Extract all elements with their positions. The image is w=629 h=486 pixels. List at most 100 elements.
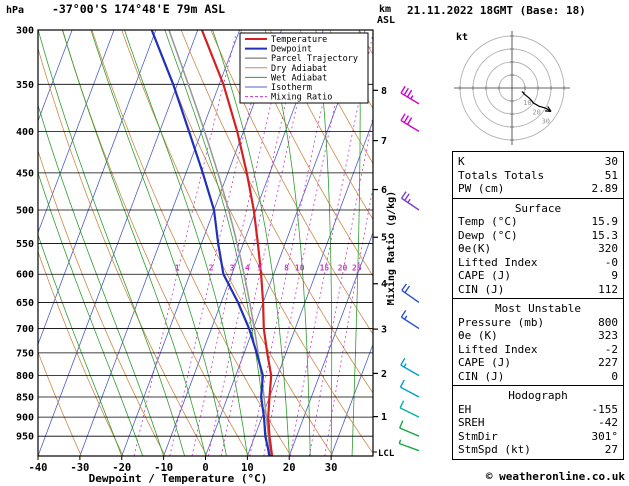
svg-text:350: 350 — [16, 80, 34, 91]
panel-section: K 30 Totals Totals 51 PW (cm) 2.89 — [452, 151, 624, 199]
svg-text:10: 10 — [523, 99, 531, 107]
index-label: SREH — [458, 416, 485, 429]
dewpoint-line — [150, 30, 271, 456]
svg-text:10: 10 — [295, 264, 305, 273]
index-label: StmSpd (kt) — [458, 443, 531, 456]
svg-text:-10: -10 — [154, 462, 173, 474]
wind-barb — [401, 283, 420, 304]
svg-text:2: 2 — [209, 264, 214, 273]
index-row: EH -155 — [458, 403, 618, 417]
svg-text:Dewpoint: Dewpoint — [271, 45, 312, 55]
svg-text:450: 450 — [16, 168, 34, 179]
index-value: -155 — [591, 402, 619, 416]
index-label: PW (cm) — [458, 182, 505, 195]
svg-text:0: 0 — [202, 462, 208, 474]
svg-text:8: 8 — [381, 86, 387, 97]
svg-text:900: 900 — [16, 413, 34, 424]
index-value: 323 — [598, 329, 618, 342]
index-value: 301° — [591, 429, 619, 443]
index-label: θe(K) — [458, 242, 492, 255]
index-row: PW (cm) 2.89 — [458, 182, 618, 196]
index-value: 320 — [598, 242, 618, 255]
index-label: CIN (J) — [458, 282, 505, 296]
svg-text:1: 1 — [381, 412, 387, 423]
wind-barb — [400, 85, 420, 105]
wind-barb — [400, 113, 420, 132]
dry-adiabats — [38, 30, 373, 456]
svg-text:8: 8 — [284, 264, 289, 273]
temperature-line — [200, 30, 274, 456]
profiles — [150, 30, 274, 456]
index-label: Lifted Index — [458, 255, 538, 269]
copyright: © weatheronline.co.uk — [485, 470, 625, 483]
datetime-label: 21.11.2022 18GMT (Base: 18) — [407, 4, 586, 17]
index-label: K — [458, 155, 465, 168]
svg-text:30: 30 — [542, 118, 550, 126]
svg-text:6: 6 — [381, 185, 387, 196]
wind-barb — [399, 400, 420, 418]
panel-section: Most Unstable Pressure (mb) 800 θe (K) 323 Li… — [452, 298, 624, 386]
pressure-unit-label: hPa — [6, 5, 24, 16]
svg-text:4: 4 — [245, 264, 250, 273]
svg-text:Temperature: Temperature — [271, 35, 327, 45]
svg-text:7: 7 — [381, 136, 387, 147]
index-label: Totals Totals — [458, 168, 545, 182]
svg-text:20: 20 — [283, 462, 296, 474]
svg-text:700: 700 — [16, 324, 34, 335]
index-row: Dewp (°C) 15.3 — [458, 229, 618, 243]
svg-text:800: 800 — [16, 371, 34, 382]
svg-text:500: 500 — [16, 205, 34, 216]
index-value: 800 — [598, 315, 618, 329]
wind-barb — [400, 310, 420, 330]
index-row: Temp (°C) 15.9 — [458, 215, 618, 229]
index-label: StmDir — [458, 429, 498, 443]
index-label: Temp (°C) — [458, 215, 518, 228]
lcl-label: LCL — [378, 449, 395, 459]
svg-text:2: 2 — [381, 369, 387, 380]
wind-barb — [398, 439, 420, 452]
svg-text:Dry Adiabat: Dry Adiabat — [271, 64, 327, 74]
index-row: θe(K) 320 — [458, 242, 618, 256]
svg-text:650: 650 — [16, 298, 34, 309]
wind-barb — [399, 420, 420, 437]
index-row: CIN (J) 112 — [458, 283, 618, 297]
section-header: Most Unstable — [494, 302, 582, 315]
mixing-ratio-lines — [133, 35, 373, 456]
index-label: Lifted Index — [458, 342, 538, 356]
index-label: θe (K) — [458, 329, 498, 342]
index-row: Totals Totals 51 — [458, 169, 618, 183]
svg-text:20: 20 — [338, 264, 348, 273]
svg-text:4: 4 — [381, 279, 387, 290]
index-row: θe (K) 323 — [458, 329, 618, 343]
index-row: StmDir 301° — [458, 430, 618, 444]
index-value: 0 — [611, 369, 618, 383]
index-value: 15.3 — [591, 228, 619, 242]
index-value: -42 — [598, 416, 618, 429]
wind-barbs — [398, 85, 420, 452]
svg-text:25: 25 — [352, 264, 362, 273]
x-axis-title: Dewpoint / Temperature (°C) — [89, 472, 268, 485]
index-row: Lifted Index -0 — [458, 256, 618, 270]
svg-text:Mixing Ratio: Mixing Ratio — [271, 93, 332, 103]
wind-barb — [400, 357, 420, 377]
panel-section: Hodograph EH -155 SREH -42 StmDir 301° StmSpd (… — [452, 385, 624, 460]
index-value: 30 — [604, 155, 618, 168]
svg-text:600: 600 — [16, 270, 34, 281]
svg-text:Isotherm: Isotherm — [271, 83, 312, 93]
svg-text:Wet Adiabat: Wet Adiabat — [271, 73, 327, 83]
index-row: CAPE (J) 9 — [458, 269, 618, 283]
svg-text:550: 550 — [16, 239, 34, 250]
mixing-ratio-labels: 1 2 3 4 5 8 10 15 20 25 — [175, 264, 362, 273]
svg-text:30: 30 — [325, 462, 338, 474]
index-row: Lifted Index -2 — [458, 343, 618, 357]
svg-text:-20: -20 — [112, 462, 131, 474]
svg-text:750: 750 — [16, 348, 34, 359]
hodograph-unit-label: kt — [456, 32, 468, 43]
index-label: CIN (J) — [458, 369, 505, 383]
svg-text:5: 5 — [381, 233, 387, 244]
index-label: CAPE (J) — [458, 269, 511, 282]
index-value: 15.9 — [591, 215, 619, 228]
svg-text:400: 400 — [16, 127, 34, 138]
